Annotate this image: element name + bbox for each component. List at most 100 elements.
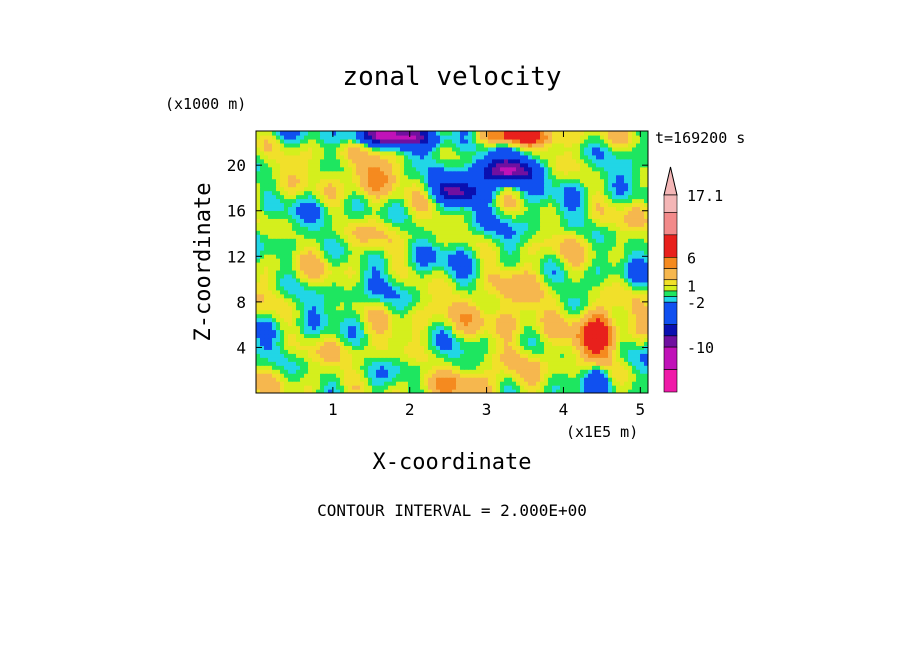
- contour-cell: [536, 210, 541, 215]
- contour-cell: [624, 277, 629, 283]
- contour-cell: [352, 357, 357, 362]
- contour-cell: [284, 361, 289, 366]
- contour-cell: [608, 238, 613, 243]
- contour-cell: [268, 341, 273, 346]
- contour-cell: [604, 246, 609, 251]
- contour-cell: [632, 341, 637, 346]
- contour-cell: [600, 289, 605, 295]
- contour-cell: [628, 222, 633, 227]
- contour-cell: [344, 289, 349, 295]
- contour-cell: [492, 194, 497, 200]
- contour-cell: [320, 289, 325, 295]
- contour-cell: [268, 265, 273, 271]
- contour-cell: [492, 226, 497, 231]
- contour-cell: [300, 361, 305, 366]
- contour-cell: [296, 333, 301, 339]
- contour-cell: [596, 357, 601, 362]
- contour-cell: [464, 234, 469, 239]
- contour-cell: [496, 210, 501, 215]
- contour-cell: [552, 357, 557, 362]
- contour-cell: [340, 301, 345, 307]
- contour-cell: [428, 269, 433, 275]
- contour-cell: [592, 202, 597, 208]
- contour-cell: [620, 285, 625, 291]
- contour-cell: [608, 389, 613, 393]
- contour-cell: [392, 202, 397, 208]
- contour-cell: [624, 337, 629, 342]
- contour-cell: [616, 329, 621, 335]
- contour-cell: [576, 349, 581, 354]
- contour-cell: [528, 226, 533, 231]
- contour-cell: [344, 230, 349, 235]
- contour-cell: [524, 297, 529, 303]
- contour-cell: [300, 389, 305, 393]
- contour-cell: [508, 222, 513, 227]
- contour-cell: [300, 289, 305, 295]
- contour-cell: [480, 258, 485, 263]
- contour-cell: [580, 333, 585, 339]
- contour-cell: [352, 246, 357, 251]
- contour-cell: [524, 385, 529, 390]
- contour-cell: [448, 349, 453, 354]
- contour-cell: [256, 289, 261, 295]
- contour-cell: [464, 349, 469, 354]
- contour-cell: [484, 246, 489, 251]
- contour-cell: [436, 361, 441, 366]
- contour-cell: [476, 218, 481, 223]
- contour-cell: [260, 381, 265, 386]
- contour-cell: [516, 353, 521, 358]
- contour-cell: [452, 238, 457, 243]
- contour-cell: [596, 317, 601, 323]
- contour-cell: [532, 210, 537, 215]
- contour-cell: [300, 242, 305, 247]
- contour-cell: [284, 206, 289, 211]
- contour-cell: [592, 254, 597, 259]
- contour-cell: [408, 305, 413, 311]
- contour-cell: [312, 305, 317, 311]
- contour-cell: [516, 210, 521, 215]
- contour-cell: [572, 262, 577, 267]
- contour-cell: [552, 309, 557, 315]
- contour-cell: [572, 210, 577, 215]
- contour-cell: [440, 198, 445, 204]
- contour-plot-area: [256, 131, 648, 393]
- contour-cell: [600, 349, 605, 354]
- contour-cell: [316, 301, 321, 307]
- contour-cell: [516, 373, 521, 378]
- contour-cell: [280, 385, 285, 390]
- contour-cell: [368, 381, 373, 386]
- contour-cell: [332, 301, 337, 307]
- contour-cell: [468, 377, 473, 382]
- contour-cell: [612, 309, 617, 315]
- contour-cell: [628, 194, 633, 200]
- contour-cell: [528, 250, 533, 255]
- contour-cell: [376, 349, 381, 354]
- contour-cell: [480, 198, 485, 204]
- contour-cell: [472, 373, 477, 378]
- contour-cell: [420, 313, 425, 319]
- contour-cell: [384, 345, 389, 350]
- contour-cell: [296, 345, 301, 350]
- contour-cell: [364, 277, 369, 283]
- contour-cell: [572, 281, 577, 287]
- contour-cell: [408, 329, 413, 335]
- contour-cell: [524, 361, 529, 366]
- contour-cell: [624, 357, 629, 362]
- contour-cell: [352, 285, 357, 291]
- contour-cell: [432, 194, 437, 200]
- contour-cell: [392, 333, 397, 339]
- contour-cell: [324, 337, 329, 342]
- contour-cell: [336, 313, 341, 319]
- contour-cell: [352, 293, 357, 299]
- contour-cell: [320, 301, 325, 307]
- contour-cell: [264, 309, 269, 315]
- contour-cell: [320, 313, 325, 319]
- contour-cell: [256, 297, 261, 303]
- contour-cell: [356, 333, 361, 339]
- contour-cell: [480, 202, 485, 208]
- contour-cell: [444, 202, 449, 208]
- contour-cell: [580, 301, 585, 307]
- contour-cell: [580, 202, 585, 208]
- contour-cell: [312, 210, 317, 215]
- contour-cell: [272, 357, 277, 362]
